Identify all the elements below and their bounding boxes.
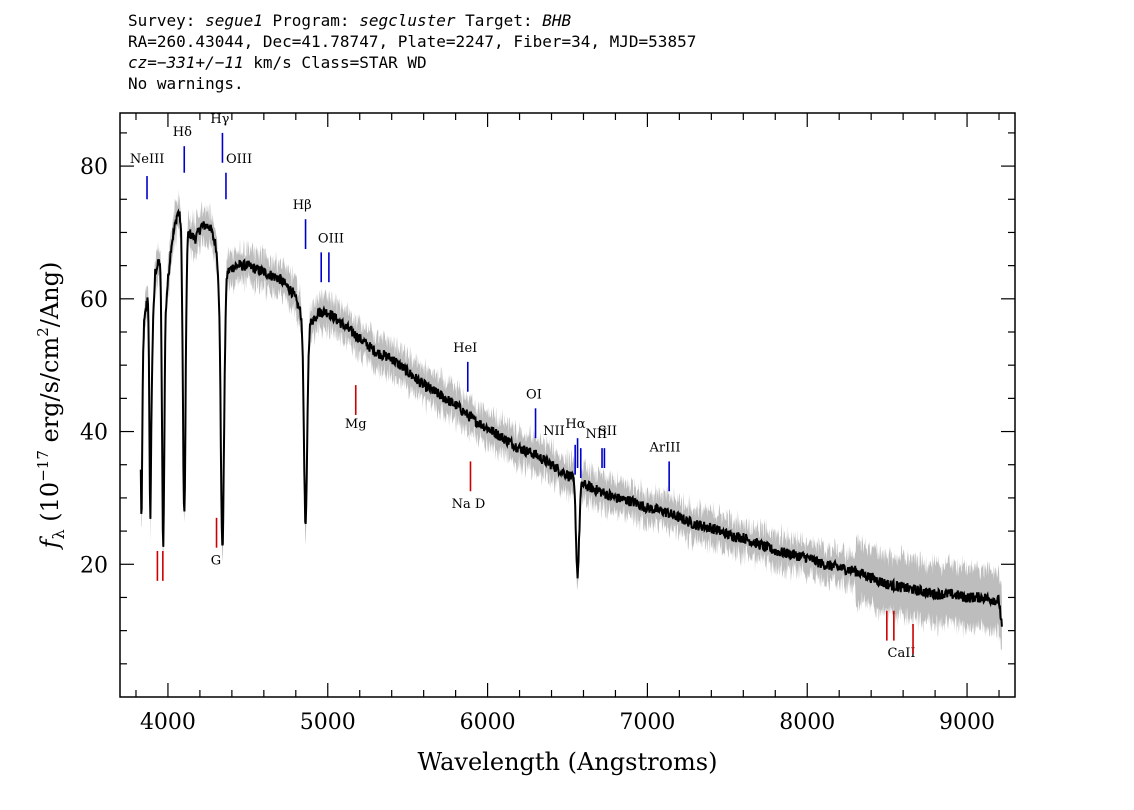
y-axis-title: fλ (10−17 erg/s/cm2/Ang)	[34, 262, 68, 551]
x-tick-label: 5000	[300, 710, 356, 735]
x-tick-label: 8000	[779, 710, 835, 735]
emission-line-label: NII	[585, 427, 607, 442]
target-value: BHB	[542, 11, 572, 30]
spectrum-header: Survey: segue1 Program: segcluster Targe…	[128, 10, 696, 94]
spectrum-line	[139, 208, 1003, 627]
emission-line-label: Hγ	[210, 112, 229, 127]
absorption-line-label: Mg	[345, 417, 367, 432]
survey-value: segue1	[205, 11, 263, 30]
emission-line-label: NeIII	[130, 152, 164, 167]
emission-line-label: NII	[543, 424, 565, 439]
absorption-line-label: G	[211, 553, 221, 568]
program-value: segcluster	[359, 11, 456, 30]
cz-label: cz=	[128, 53, 157, 72]
header-line-warnings: No warnings.	[128, 74, 244, 93]
emission-line-label: OIII	[226, 152, 252, 167]
header-line-survey: Survey: segue1 Program: segcluster Targe…	[128, 10, 696, 31]
emission-line-label: Hβ	[293, 198, 312, 213]
y-tick-label: 40	[80, 421, 108, 446]
error-band	[140, 189, 1002, 653]
absorption-line-label: Na D	[452, 497, 486, 512]
cz-value: −331+/−11	[156, 53, 244, 72]
emission-line-label: Hα	[565, 417, 585, 432]
program-label: Program:	[262, 11, 360, 30]
x-axis-title: Wavelength (Angstroms)	[418, 748, 718, 776]
x-tick-label: 7000	[619, 710, 675, 735]
absorption-line-label: CaII	[888, 646, 916, 661]
header-line-redshift: cz=−331+/−11 km/s Class=STAR WD	[128, 52, 696, 73]
y-tick-label: 80	[80, 155, 108, 180]
emission-line-label: Hδ	[173, 125, 192, 140]
x-tick-label: 9000	[939, 710, 995, 735]
cz-unit-class: km/s Class=STAR WD	[243, 53, 427, 72]
y-tick-label: 60	[80, 288, 108, 313]
emission-line-label: ArIII	[648, 440, 680, 455]
emission-line-label: OIII	[318, 231, 344, 246]
survey-label: Survey:	[128, 11, 206, 30]
x-tick-label: 6000	[460, 710, 516, 735]
y-tick-label: 20	[80, 553, 108, 578]
plot-frame	[119, 112, 1016, 698]
emission-line-label: SII	[598, 424, 617, 439]
header-line-coordinates: RA=260.43044, Dec=41.78747, Plate=2247, …	[128, 32, 697, 51]
emission-line-label: HeI	[453, 341, 477, 356]
target-label: Target:	[455, 11, 543, 30]
emission-line-label: OI	[526, 387, 542, 402]
x-tick-label: 4000	[140, 710, 196, 735]
